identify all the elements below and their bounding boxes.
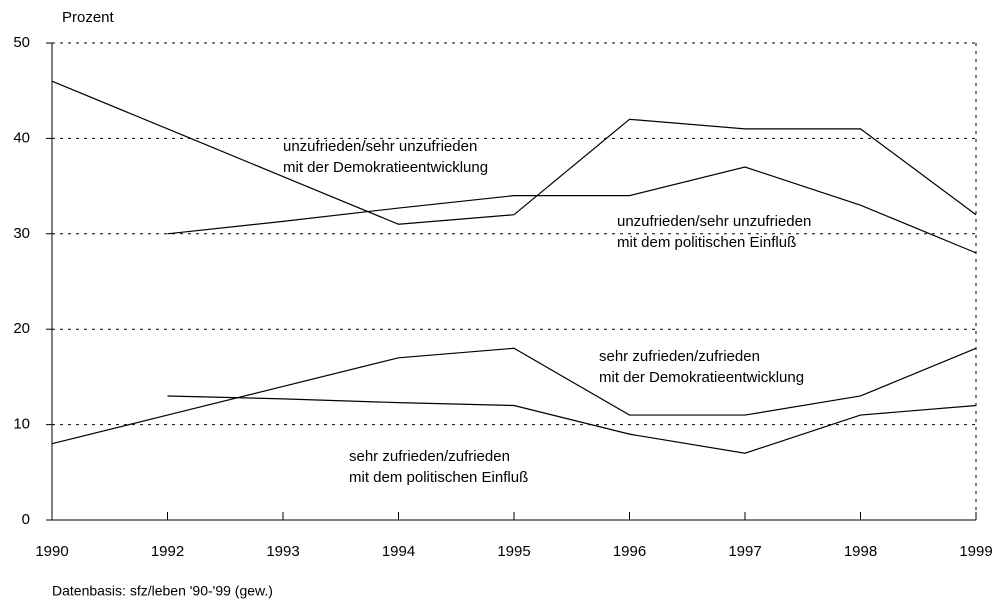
series-line bbox=[51, 80, 977, 225]
x-tick-label: 1992 bbox=[151, 543, 184, 560]
series-label: mit dem politischen Einfluß bbox=[349, 469, 528, 486]
series-label: unzufrieden/sehr unzufrieden bbox=[617, 213, 811, 230]
x-tick-label: 1993 bbox=[266, 543, 299, 560]
x-tick-label: 1990 bbox=[35, 543, 68, 560]
x-tick-label: 1996 bbox=[613, 543, 646, 560]
x-tick-label: 1994 bbox=[382, 543, 415, 560]
series-label: mit der Demokratieentwicklung bbox=[599, 369, 804, 386]
x-tick-label: 1995 bbox=[497, 543, 530, 560]
series-line bbox=[167, 166, 977, 254]
x-tick-label: 1997 bbox=[728, 543, 761, 560]
source-note: Datenbasis: sfz/leben '90-'99 (gew.) bbox=[52, 583, 273, 599]
series-label: unzufrieden/sehr unzufrieden bbox=[283, 138, 477, 155]
series-line bbox=[167, 395, 977, 454]
y-tick-label: 40 bbox=[13, 129, 30, 146]
series-label: mit der Demokratieentwicklung bbox=[283, 159, 488, 176]
series-label: sehr zufrieden/zufrieden bbox=[599, 348, 760, 365]
y-tick-label: 30 bbox=[13, 225, 30, 242]
x-tick-label: 1999 bbox=[959, 543, 992, 560]
y-tick-label: 10 bbox=[13, 416, 30, 433]
y-tick-label: 50 bbox=[13, 34, 30, 51]
x-tick-label: 1998 bbox=[844, 543, 877, 560]
series-label: sehr zufrieden/zufrieden bbox=[349, 448, 510, 465]
y-tick-label: 0 bbox=[22, 511, 30, 528]
series-label: mit dem politischen Einfluß bbox=[617, 234, 796, 251]
y-tick-label: 20 bbox=[13, 320, 30, 337]
series-line bbox=[51, 347, 977, 445]
y-axis-label: Prozent bbox=[62, 9, 115, 26]
